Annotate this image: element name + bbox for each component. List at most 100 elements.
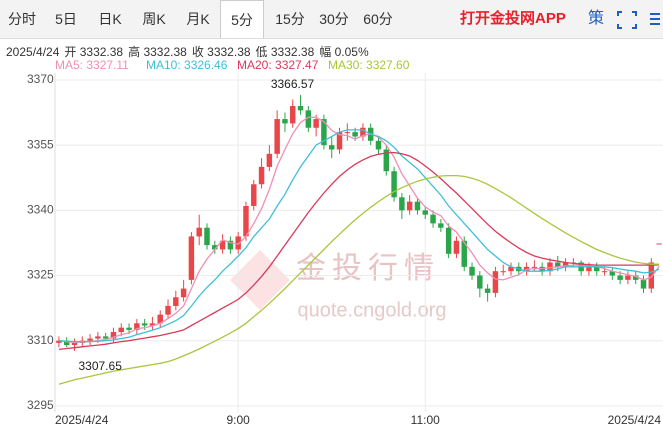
candle-body (508, 266, 514, 272)
legend-entry: MA30: 3327.60 (328, 58, 410, 72)
candle-body (219, 240, 226, 250)
ma-line (58, 174, 660, 385)
y-tick-label: 3340 (27, 203, 54, 217)
candle-body (173, 297, 179, 306)
y-tick-label: 3325 (27, 268, 54, 282)
watermark-url: quote.cngold.org (297, 299, 446, 321)
annotation: 3307.65 (78, 359, 122, 373)
candle-body (149, 323, 156, 326)
watermark-title: 金投行情 (296, 252, 440, 285)
app-link[interactable]: 打开金投网APP (460, 10, 566, 27)
candle-body (531, 266, 538, 268)
candle-body (562, 262, 569, 267)
candle-body (321, 119, 327, 146)
candle-body (258, 166, 265, 185)
candle-body (383, 149, 390, 172)
tab[interactable]: 月K (186, 11, 210, 27)
candle-body (344, 132, 351, 134)
candle-body (313, 119, 319, 128)
candle-body (126, 327, 132, 330)
candle-body (445, 227, 452, 254)
candle-body (375, 140, 382, 150)
candle-body (625, 275, 631, 280)
candle-body (102, 336, 109, 339)
candle-body (656, 243, 662, 245)
candle-body (601, 271, 608, 273)
candle-body (360, 127, 366, 137)
legend-entry: MA5: 3327.11 (55, 58, 129, 72)
legend-entry: MA20: 3327.47 (237, 58, 319, 72)
candle-body (500, 271, 506, 273)
y-tick-label: 3370 (27, 72, 54, 86)
candle-body (165, 305, 171, 315)
info-item: 幅 0.05% (319, 45, 369, 59)
candle-body (204, 227, 210, 246)
info-line: 2025/4/24 开 3332.38 高 3332.38 收 3332.38 低 33… (6, 43, 374, 60)
candle-body (586, 266, 592, 272)
candle-body (328, 145, 335, 150)
candle-body (134, 323, 140, 330)
candle-body (547, 262, 553, 272)
candle-body (180, 288, 187, 298)
tab[interactable]: 5日 (55, 11, 77, 27)
candle-body (399, 197, 405, 211)
candle-body (461, 240, 467, 267)
candle-body (63, 340, 70, 346)
candle-body (648, 262, 655, 289)
candle-body (640, 279, 647, 289)
x-tick-label: 2025/4/24 (608, 413, 662, 427)
candle-body (477, 275, 483, 289)
legend-entry: MA10: 3326.46 (146, 58, 228, 72)
candle-body (422, 210, 428, 215)
annotation: 3366.57 (271, 77, 315, 91)
ma-line (58, 116, 660, 344)
tab[interactable]: 5分 (220, 0, 264, 38)
candle-body (297, 106, 304, 111)
candle-body (555, 262, 561, 267)
candle-body (243, 205, 249, 237)
toolbar: 打开金投网APP 策 分时 5日 日K 周K 月K 5分 15分 30分 60分 (0, 0, 663, 39)
candle-body (492, 271, 499, 293)
candle-body (391, 171, 397, 198)
candle-body (95, 336, 101, 339)
y-tick-label: 3355 (27, 137, 54, 151)
candle-body (336, 132, 343, 150)
candle-body (118, 327, 124, 333)
y-tick-label: 3310 (27, 333, 54, 347)
candle-body (438, 223, 444, 228)
candle-body (157, 314, 163, 324)
candle-body (290, 106, 296, 124)
candle-body (141, 323, 148, 326)
candle-body (594, 266, 600, 272)
tab[interactable]: 周K (142, 11, 166, 27)
tab[interactable]: 60分 (363, 11, 393, 27)
tab[interactable]: 分时 (8, 11, 36, 27)
ma-line (58, 129, 660, 343)
candle-body (305, 110, 312, 128)
candle-body (56, 340, 62, 343)
candle-body (609, 271, 616, 276)
candle-body (188, 236, 195, 280)
tab[interactable]: 15分 (275, 11, 305, 27)
candle-body (406, 201, 413, 211)
watermark-logo (230, 250, 290, 310)
candle-body (632, 275, 639, 280)
candle-body (251, 184, 257, 206)
candle-body (469, 266, 475, 276)
candle-body (71, 342, 78, 346)
x-tick-label: 9:00 (226, 413, 250, 427)
info-item: 收 3332.38 (191, 45, 251, 59)
candle-body (453, 240, 460, 254)
candle-body (352, 132, 358, 137)
x-tick-label: 11:00 (411, 413, 440, 427)
candle-body (110, 332, 117, 339)
info-item: 2025/4/24 (6, 45, 60, 59)
info-item: 高 3332.38 (128, 45, 187, 59)
candle-body (212, 245, 218, 250)
strategy-button[interactable]: 策 (588, 10, 605, 27)
info-item: 低 3332.38 (255, 45, 315, 59)
tab[interactable]: 30分 (319, 11, 349, 27)
tab[interactable]: 日K (98, 11, 122, 27)
